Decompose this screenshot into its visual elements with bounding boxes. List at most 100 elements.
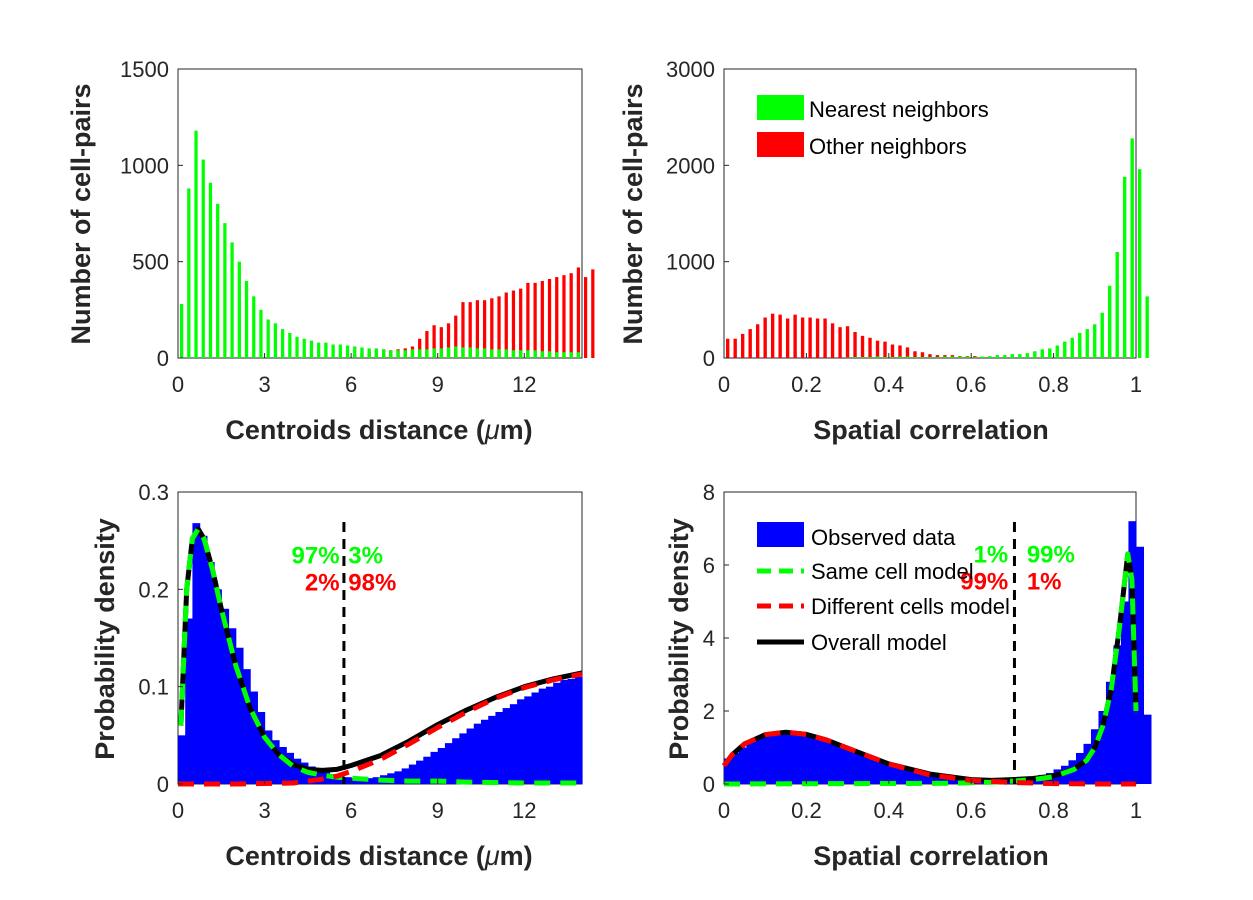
bar-observed-bottom-left — [365, 778, 374, 784]
bar-other-top-left — [555, 277, 559, 358]
x-tick-label-bottom-right: 0 — [718, 798, 730, 823]
plot-area-top-right — [723, 68, 1149, 359]
bar-nearest-top-right — [1078, 332, 1082, 358]
annotation-percent-bottom-left: 97% — [292, 542, 340, 569]
y-axis-label-bottom-right: Probability density — [664, 518, 694, 760]
plot-area-bottom-right — [721, 491, 1152, 787]
legend-swatch-other — [757, 132, 804, 157]
bar-other-top-left — [461, 302, 465, 358]
tick-labels-top-left: 0 3 6 9 12 0 500 1000 1500 — [120, 57, 536, 397]
bar-nearest-top-left — [475, 348, 480, 358]
bar-observed-bottom-left — [257, 711, 266, 784]
x-tick-label-top-right: 0.2 — [791, 372, 822, 397]
x-tick-label-top-right: 0.8 — [1038, 372, 1069, 397]
bar-other-top-left — [547, 279, 552, 358]
bar-nearest-top-left — [461, 347, 465, 358]
bar-observed-bottom-left — [214, 589, 222, 784]
bar-nearest-top-left — [244, 280, 249, 358]
bar-other-top-left — [540, 280, 544, 358]
bar-observed-bottom-left — [185, 618, 194, 784]
bar-nearest-top-right — [943, 356, 947, 358]
bar-other-top-left — [439, 327, 443, 358]
bar-observed-bottom-right — [768, 732, 777, 784]
bar-other-top-right — [763, 317, 767, 358]
bar-nearest-top-right — [868, 357, 872, 358]
bar-nearest-top-right — [928, 357, 932, 358]
bar-nearest-top-left — [259, 309, 263, 358]
bar-observed-bottom-right — [948, 778, 957, 784]
bar-other-top-left — [425, 331, 429, 358]
axes-box-top-left — [177, 68, 583, 359]
bar-other-top-left — [432, 325, 436, 358]
y-axis-label-top-left: Number of cell-pairs — [66, 83, 96, 344]
bar-other-top-right — [860, 335, 865, 358]
bar-other-top-right — [755, 324, 760, 358]
y-tick-label-top-right: 3000 — [666, 57, 715, 82]
bar-other-top-right — [778, 314, 782, 358]
bar-observed-bottom-left — [524, 696, 533, 784]
bar-other-top-left — [533, 282, 537, 358]
bar-other-top-left — [562, 275, 566, 358]
annotation-percent-bottom-left: 98% — [348, 570, 396, 597]
bar-observed-bottom-right — [813, 737, 822, 784]
bar-observed-bottom-right — [836, 744, 845, 784]
bar-observed-bottom-left — [538, 688, 547, 784]
bar-other-top-right — [935, 355, 940, 358]
bar-observed-bottom-left — [459, 733, 468, 784]
x-tick-label-bottom-right: 0.2 — [791, 798, 822, 823]
bar-nearest-top-left — [179, 304, 184, 358]
bar-other-top-right — [785, 318, 790, 358]
x-axis-label-bottom-right: Spatial correlation — [813, 841, 1049, 871]
bar-other-top-right — [898, 345, 902, 358]
bar-nearest-top-left — [201, 159, 205, 358]
bar-observed-bottom-left — [286, 752, 295, 784]
y-tick-label-bottom-right: 0 — [703, 772, 715, 797]
annotation-percent-bottom-right: 99% — [960, 569, 1008, 596]
bar-nearest-top-left — [230, 242, 234, 358]
y-tick-label-bottom-right: 2 — [703, 699, 715, 724]
annotation-percent-bottom-right: 99% — [1027, 541, 1075, 568]
bar-observed-bottom-right — [1098, 711, 1107, 784]
bar-observed-bottom-left — [293, 758, 302, 784]
bar-other-top-left — [468, 302, 472, 358]
bar-other-top-right — [845, 326, 850, 358]
bar-observed-bottom-left — [401, 768, 410, 784]
bar-observed-bottom-left — [481, 719, 489, 784]
x-tick-label-top-right: 0.6 — [956, 372, 987, 397]
bar-other-top-left — [497, 296, 501, 358]
bar-observed-bottom-right — [791, 732, 800, 784]
bar-observed-bottom-left — [567, 678, 576, 784]
bar-other-top-right — [853, 331, 857, 358]
bar-observed-bottom-left — [488, 715, 497, 784]
bar-other-top-right — [733, 338, 737, 358]
bar-nearest-top-left — [374, 348, 379, 358]
bar-observed-bottom-left — [531, 692, 540, 784]
bar-nearest-top-right — [965, 356, 970, 358]
bar-observed-bottom-right — [731, 752, 740, 784]
bar-nearest-top-left — [381, 349, 386, 358]
bar-observed-bottom-left — [192, 523, 201, 784]
bar-observed-bottom-left — [517, 699, 525, 784]
bar-nearest-top-left — [519, 350, 523, 358]
bar-nearest-top-left — [540, 351, 544, 358]
bar-nearest-top-left — [576, 352, 581, 358]
bar-observed-bottom-right — [723, 758, 733, 784]
bar-nearest-top-left — [194, 130, 198, 358]
bar-nearest-top-left — [302, 338, 306, 358]
bar-nearest-top-right — [950, 356, 955, 358]
bar-nearest-top-left — [324, 342, 328, 358]
bar-observed-bottom-right — [1120, 601, 1130, 784]
bar-observed-bottom-right — [821, 739, 830, 784]
x-tick-label-top-left: 6 — [345, 372, 357, 397]
bar-observed-bottom-left — [423, 756, 432, 784]
bar-nearest-top-right — [1070, 337, 1074, 358]
bar-observed-bottom-right — [1135, 546, 1145, 784]
annotation-percent-bottom-right: 1% — [974, 541, 1009, 568]
plot-area-top-left — [177, 68, 595, 359]
bar-nearest-top-right — [920, 357, 925, 358]
curve-different-cells-model-bottom-right — [721, 729, 1136, 787]
bar-nearest-top-left — [526, 350, 530, 358]
legend-label-nearest: Nearest neighbors — [809, 97, 989, 122]
bar-observed-bottom-right — [1083, 743, 1092, 784]
